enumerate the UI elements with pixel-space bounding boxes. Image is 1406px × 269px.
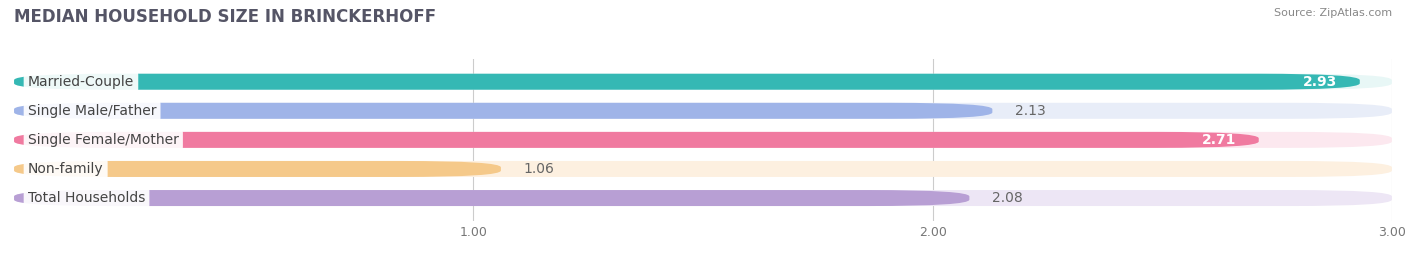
- FancyBboxPatch shape: [14, 190, 969, 206]
- FancyBboxPatch shape: [14, 103, 993, 119]
- Text: Single Male/Father: Single Male/Father: [28, 104, 156, 118]
- Text: Source: ZipAtlas.com: Source: ZipAtlas.com: [1274, 8, 1392, 18]
- FancyBboxPatch shape: [14, 74, 1392, 90]
- Text: 1.06: 1.06: [524, 162, 555, 176]
- Text: 2.93: 2.93: [1302, 75, 1337, 89]
- Text: Single Female/Mother: Single Female/Mother: [28, 133, 179, 147]
- FancyBboxPatch shape: [14, 190, 1392, 206]
- FancyBboxPatch shape: [14, 132, 1392, 148]
- Text: 2.71: 2.71: [1201, 133, 1236, 147]
- Text: 2.13: 2.13: [1015, 104, 1046, 118]
- Text: Non-family: Non-family: [28, 162, 104, 176]
- FancyBboxPatch shape: [14, 74, 1360, 90]
- Text: Married-Couple: Married-Couple: [28, 75, 134, 89]
- Text: MEDIAN HOUSEHOLD SIZE IN BRINCKERHOFF: MEDIAN HOUSEHOLD SIZE IN BRINCKERHOFF: [14, 8, 436, 26]
- FancyBboxPatch shape: [14, 161, 1392, 177]
- FancyBboxPatch shape: [14, 103, 1392, 119]
- FancyBboxPatch shape: [14, 161, 501, 177]
- Text: Total Households: Total Households: [28, 191, 145, 205]
- Text: 2.08: 2.08: [993, 191, 1024, 205]
- FancyBboxPatch shape: [14, 132, 1258, 148]
